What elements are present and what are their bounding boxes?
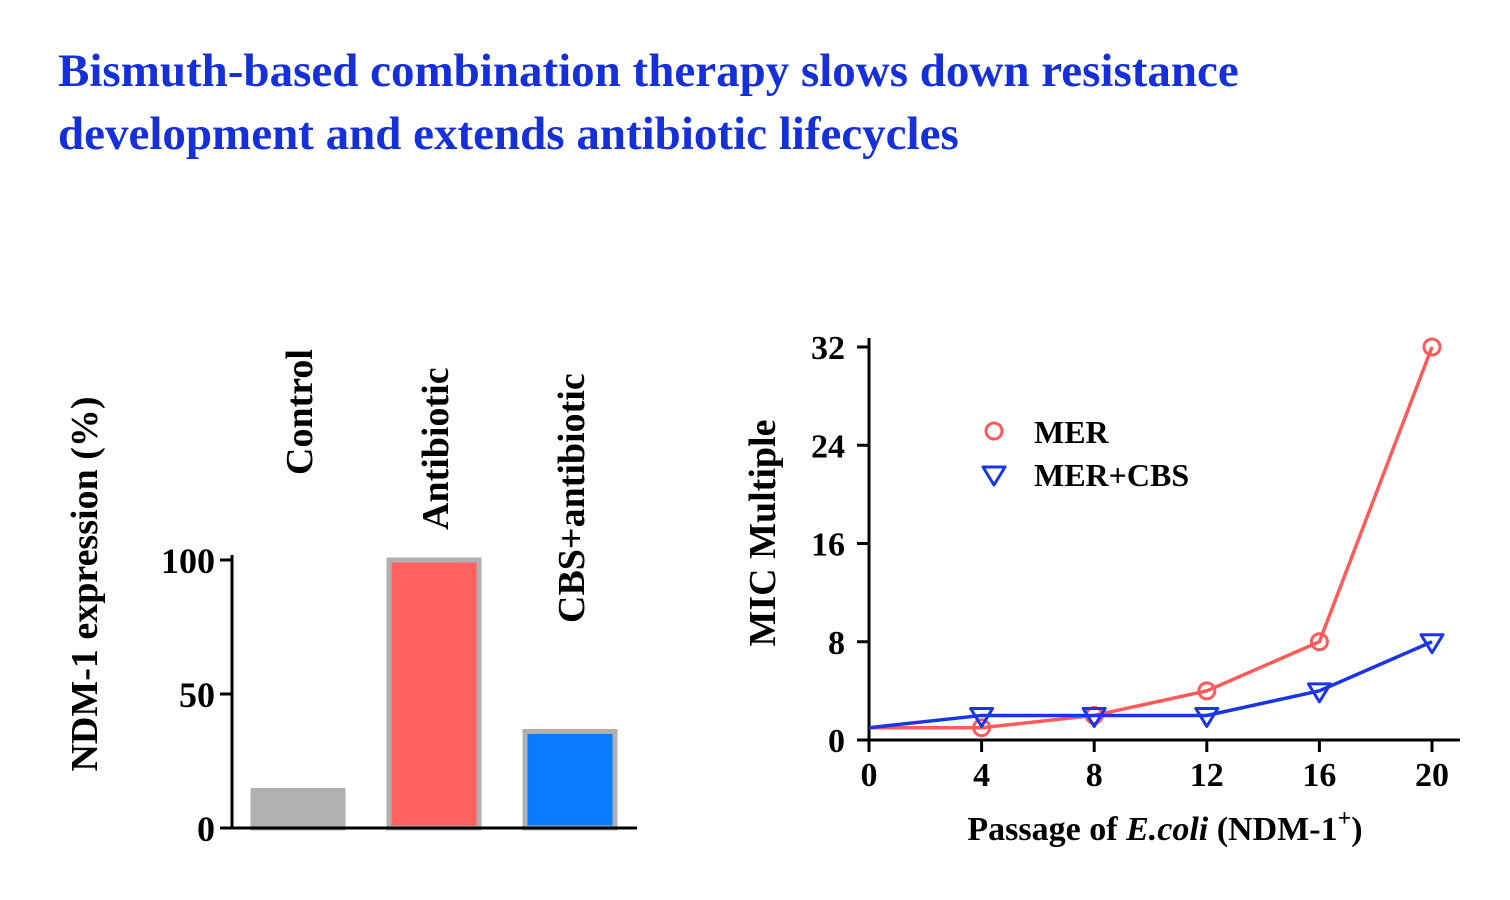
line-x-tick-label: 12: [1190, 757, 1224, 794]
bar-chart: 0 50 100 NDM-1 expression (%) Control Antib…: [64, 349, 637, 849]
bar-marks: [250, 557, 618, 831]
bar-category-labels: Control Antibiotic CBS+antibiotic: [279, 349, 593, 623]
bar-category-label: Control: [279, 349, 321, 475]
data-point: [1306, 682, 1332, 704]
x-label-sup: +: [1338, 806, 1352, 832]
line-y-tick-label: 8: [828, 625, 845, 662]
line-legend: MER MER+CBS: [981, 414, 1189, 493]
series-line-mer-cbs: [868, 640, 1433, 730]
data-point: [972, 718, 992, 738]
bar-y-tick-label: 100: [161, 541, 215, 581]
line-x-tick-label: 0: [861, 757, 878, 794]
data-point: [1419, 633, 1445, 655]
bar-y-axis-label: NDM-1 expression (%): [64, 396, 106, 771]
data-point: [1422, 337, 1442, 357]
title-line-1: Bismuth-based combination therapy slows …: [58, 45, 1239, 97]
legend-marker: [984, 421, 1004, 441]
line-x-axis-label: Passage of E.coli (NDM-1+): [967, 806, 1362, 848]
line-x-tick-label: 20: [1415, 757, 1449, 794]
line-series: [868, 337, 1445, 738]
line-x-ticks: 0 4 8 12 16 20: [861, 740, 1449, 794]
bar-category-label: CBS+antibiotic: [551, 373, 593, 623]
bar-y-ticks: 0 50 100: [161, 541, 232, 849]
title-line-2: development and extends antibiotic lifec…: [58, 108, 959, 160]
bar-control: [250, 787, 346, 831]
x-label-italic: E.coli: [1125, 811, 1209, 848]
line-x-tick-label: 8: [1086, 757, 1103, 794]
x-label-prefix: Passage of: [967, 811, 1126, 848]
data-point: [1309, 632, 1329, 652]
legend-label: MER: [1034, 414, 1110, 450]
bar-cbs-antibiotic: [522, 729, 618, 831]
line-y-axis-label: MIC Multiple: [742, 420, 784, 647]
data-point: [1197, 681, 1217, 701]
data-point: [969, 706, 995, 728]
series-line-mer: [869, 346, 1434, 730]
figure-title: Bismuth-based combination therapy slows …: [58, 40, 1478, 166]
data-point: [1081, 706, 1107, 728]
data-point: [1194, 706, 1220, 728]
bar-y-tick-label: 0: [197, 809, 215, 849]
x-label-suffix: (NDM-1: [1208, 811, 1337, 848]
line-y-tick-label: 16: [811, 527, 845, 564]
legend-label: MER+CBS: [1034, 457, 1189, 493]
line-x-tick-label: 4: [973, 757, 990, 794]
line-x-tick-label: 16: [1302, 757, 1336, 794]
line-y-tick-label: 24: [811, 428, 845, 465]
bar-y-tick-label: 50: [179, 675, 215, 715]
line-y-tick-label: 32: [811, 330, 845, 367]
bar-antibiotic: [386, 557, 482, 831]
line-chart: 0 4 8 12 16 20 0 8 16 24 32 MIC Multiple Passage …: [742, 330, 1460, 848]
line-y-tick-label: 0: [828, 723, 845, 760]
bar-category-label: Antibiotic: [415, 367, 457, 530]
x-label-end: ): [1351, 811, 1362, 848]
legend-marker: [981, 465, 1007, 487]
line-y-ticks: 0 8 16 24 32: [811, 330, 869, 760]
